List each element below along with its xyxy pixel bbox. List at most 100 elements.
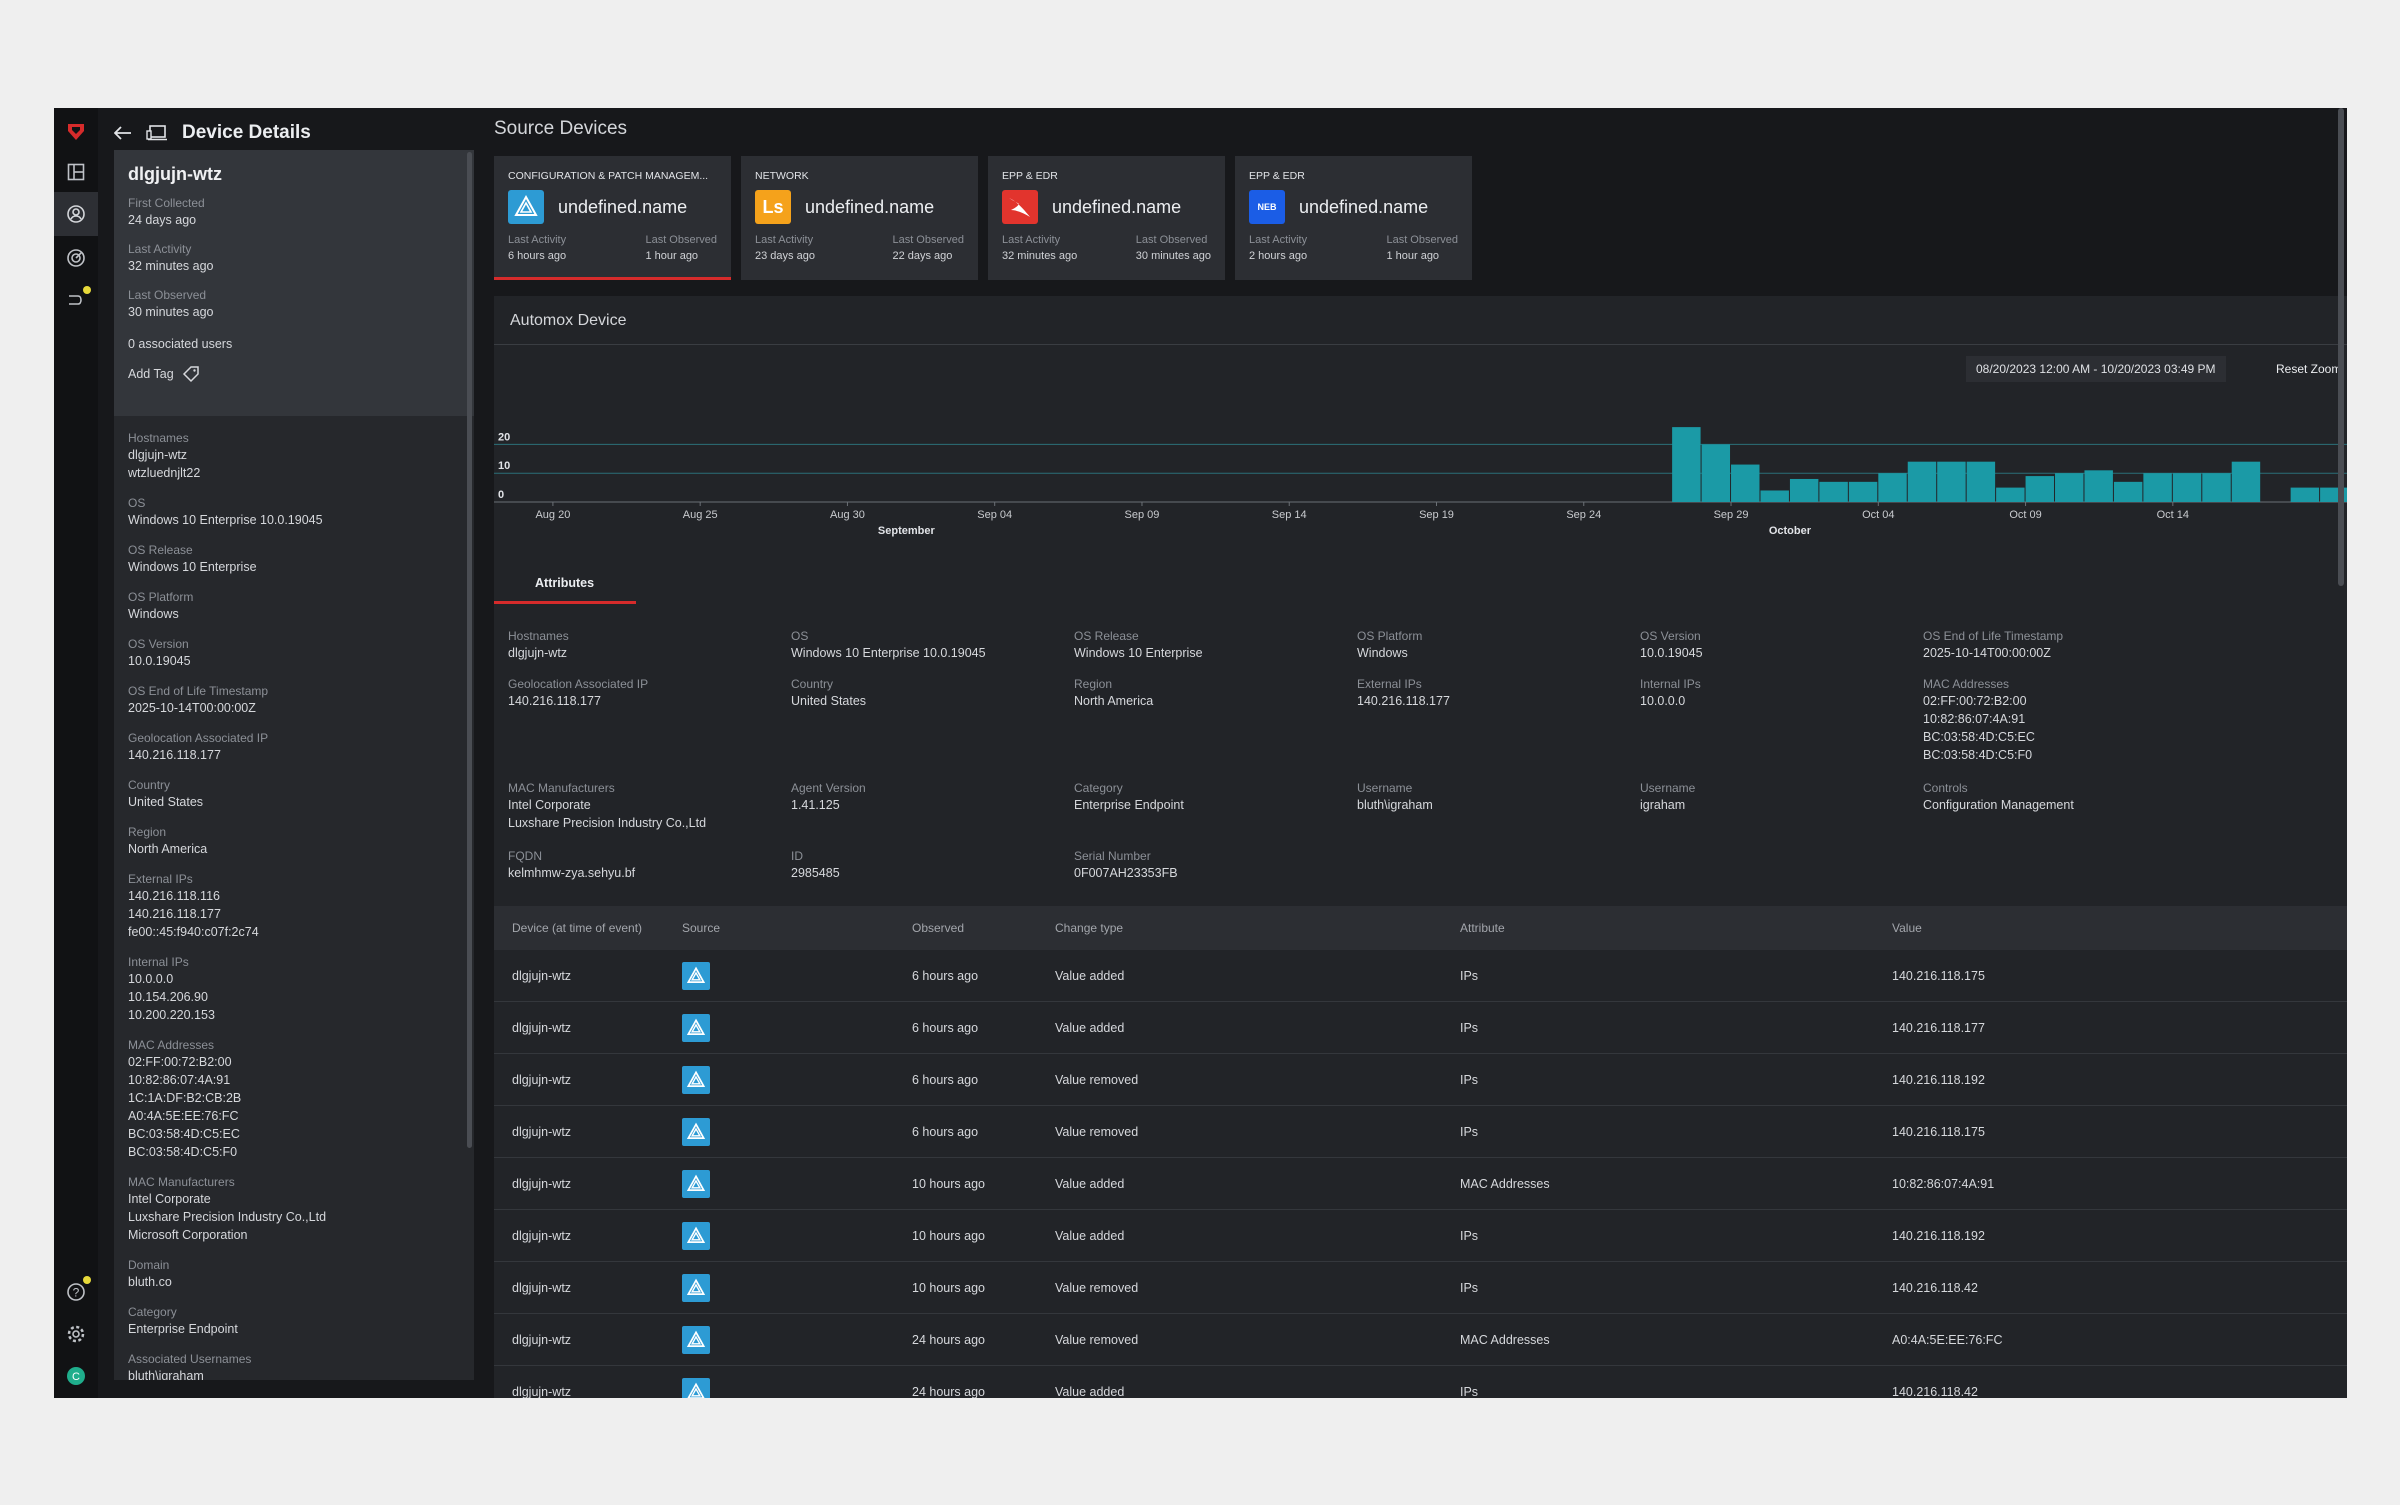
tab-attributes[interactable]: Attributes	[494, 564, 636, 604]
detail-item: OS End of Life Timestamp 2025-10-14T00:00…	[128, 683, 460, 717]
integrations-icon[interactable]	[64, 288, 88, 312]
cell-observed: 6 hours ago	[912, 1125, 979, 1139]
column-header[interactable]: Change type	[1055, 921, 1124, 935]
detail-value: bluth.co	[128, 1275, 172, 1289]
cell-device: dlgjujn-wtz	[512, 1125, 572, 1139]
table-row[interactable]: dlgjujn-wtz 6 hours ago Value removed IPs 14…	[494, 1054, 2347, 1106]
table-row[interactable]: dlgjujn-wtz 6 hours ago Value added IPs 140.…	[494, 1002, 2347, 1054]
cell-value: A0:4A:5E:EE:76:FC	[1892, 1333, 2003, 1347]
device-icon	[146, 125, 167, 141]
table-header: Device (at time of event) Source Observed C…	[494, 906, 2347, 950]
detail-label: OS Version	[128, 637, 189, 651]
attribute-item: OS End of Life Timestamp 2025-10-14T00:00…	[1923, 628, 2063, 662]
logo-icon[interactable]	[64, 120, 88, 144]
attribute-label: Username	[1357, 781, 1413, 795]
column-header[interactable]: Source	[682, 921, 721, 935]
attribute-value: 02:FF:00:72:B2:00	[1923, 694, 2027, 708]
detail-item: Associated Usernames bluth\igraham	[128, 1351, 460, 1380]
user-avatar[interactable]: C	[64, 1364, 88, 1388]
attribute-label: Hostnames	[508, 629, 569, 643]
panel-scrollbar[interactable]	[467, 152, 472, 1148]
last-activity-value: 32 minutes ago	[128, 259, 214, 273]
detail-value: North America	[128, 842, 208, 856]
table-row[interactable]: dlgjujn-wtz 6 hours ago Value added IPs 140.…	[494, 950, 2347, 1002]
attribute-item: OS Windows 10 Enterprise 10.0.19045	[791, 628, 986, 662]
cell-device: dlgjujn-wtz	[512, 1229, 572, 1243]
cell-change: Value added	[1055, 969, 1125, 983]
x-tick-label: Aug 30	[830, 509, 865, 521]
attribute-label: Country	[791, 677, 834, 691]
device-attributes-list: Hostnames dlgjujn-wtz wtzluednjlt22 OS Windo…	[114, 416, 474, 1380]
cell-change: Value added	[1055, 1229, 1125, 1243]
cell-value: 140.216.118.42	[1892, 1385, 1978, 1398]
detail-item: Country United States	[128, 777, 460, 811]
source-category: EPP & EDR	[1249, 170, 1305, 182]
detail-value: 02:FF:00:72:B2:00	[128, 1055, 232, 1069]
date-range-picker[interactable]: 08/20/2023 12:00 AM - 10/20/2023 03:49 P…	[1966, 356, 2226, 382]
cell-attribute: IPs	[1460, 1073, 1479, 1087]
assets-icon[interactable]	[54, 192, 98, 236]
table-row[interactable]: dlgjujn-wtz 24 hours ago Value added IPs 140…	[494, 1366, 2347, 1398]
cell-observed: 6 hours ago	[912, 1073, 979, 1087]
table-row[interactable]: dlgjujn-wtz 6 hours ago Value removed IPs 14…	[494, 1106, 2347, 1158]
detail-value: BC:03:58:4D:C5:F0	[128, 1145, 238, 1159]
attribute-label: Geolocation Associated IP	[508, 677, 649, 691]
detail-value: Intel Corporate	[128, 1192, 211, 1206]
settings-icon[interactable]	[64, 1322, 88, 1346]
page-scrollbar[interactable]	[2338, 108, 2344, 586]
help-notification-dot	[83, 1276, 91, 1284]
source-device-card[interactable]: EPP & EDR undefined.name Last Activity 32 m…	[988, 156, 1225, 280]
attribute-label: OS Platform	[1357, 629, 1423, 643]
attribute-value: igraham	[1640, 798, 1686, 812]
source-device-cards: CONFIGURATION & PATCH MANAGEM... undefine…	[494, 156, 1472, 280]
cell-device: dlgjujn-wtz	[512, 1073, 572, 1087]
chart-bar	[1996, 487, 2025, 502]
dashboard-icon[interactable]	[64, 160, 88, 184]
page-header: Device Details	[114, 118, 311, 148]
svg-text:?: ?	[73, 1286, 80, 1300]
device-summary: dlgjujn-wtz First Collected 24 days ago L…	[114, 150, 474, 416]
attribute-item: MAC Addresses 02:FF:00:72:B2:00 10:82:86:0…	[1923, 676, 2035, 764]
radar-icon[interactable]	[64, 246, 88, 270]
cell-device: dlgjujn-wtz	[512, 969, 572, 983]
source-name: undefined.name	[805, 196, 935, 217]
column-header[interactable]: Attribute	[1460, 921, 1505, 935]
detail-label: OS	[128, 496, 146, 510]
help-icon[interactable]: ?	[64, 1280, 88, 1304]
cell-observed: 24 hours ago	[912, 1333, 985, 1347]
cell-observed: 10 hours ago	[912, 1177, 985, 1191]
detail-label: Associated Usernames	[128, 1352, 252, 1366]
attribute-value: bluth\igraham	[1357, 798, 1433, 812]
attribute-value: Intel Corporate	[508, 798, 591, 812]
attribute-label: MAC Addresses	[1923, 677, 2010, 691]
last-observed-label: Last Observed	[1386, 234, 1458, 246]
source-category: NETWORK	[755, 170, 809, 182]
back-arrow-icon[interactable]	[114, 126, 132, 140]
column-header[interactable]: Observed	[912, 921, 965, 935]
detail-value: Enterprise Endpoint	[128, 1322, 238, 1336]
add-tag-button[interactable]: Add Tag	[128, 365, 460, 383]
table-row[interactable]: dlgjujn-wtz 10 hours ago Value added IPs 140…	[494, 1210, 2347, 1262]
last-activity-label: Last Activity	[1002, 234, 1061, 246]
associated-users-link[interactable]: 0 associated users	[128, 337, 233, 351]
column-header[interactable]: Device (at time of event)	[512, 921, 643, 935]
main-content: Source Devices CONFIGURATION & PATCH MAN…	[440, 108, 2347, 1398]
table-row[interactable]: dlgjujn-wtz 24 hours ago Value removed MAC …	[494, 1314, 2347, 1366]
reset-zoom-button[interactable]: Reset Zoom	[2276, 362, 2342, 376]
attribute-value: dlgjujn-wtz	[508, 646, 568, 660]
source-device-card[interactable]: CONFIGURATION & PATCH MANAGEM... undefine…	[494, 156, 731, 280]
last-observed-value: 1 hour ago	[645, 250, 699, 262]
detail-item: Region North America	[128, 824, 460, 858]
detail-value: 10.154.206.90	[128, 990, 208, 1004]
cell-attribute: MAC Addresses	[1460, 1177, 1550, 1191]
x-tick-label: Sep 24	[1566, 509, 1601, 521]
table-row[interactable]: dlgjujn-wtz 10 hours ago Value removed IPs 1…	[494, 1262, 2347, 1314]
activity-chart[interactable]: 0 10 20 Aug 20 Aug 25 Aug 30 Sep 04 Sep 09 Sep 1…	[494, 392, 2347, 552]
column-header[interactable]: Value	[1892, 921, 1922, 935]
chart-bar	[2025, 476, 2055, 502]
source-device-card[interactable]: EPP & EDR NEB undefined.name Last Activity 2…	[1235, 156, 1472, 280]
table-row[interactable]: dlgjujn-wtz 10 hours ago Value added MAC Ad…	[494, 1158, 2347, 1210]
attribute-value: Windows 10 Enterprise 10.0.19045	[791, 646, 986, 660]
source-device-card[interactable]: NETWORK Ls undefined.name Last Activity 23 d…	[741, 156, 978, 280]
attribute-value: BC:03:58:4D:C5:F0	[1923, 748, 2033, 762]
